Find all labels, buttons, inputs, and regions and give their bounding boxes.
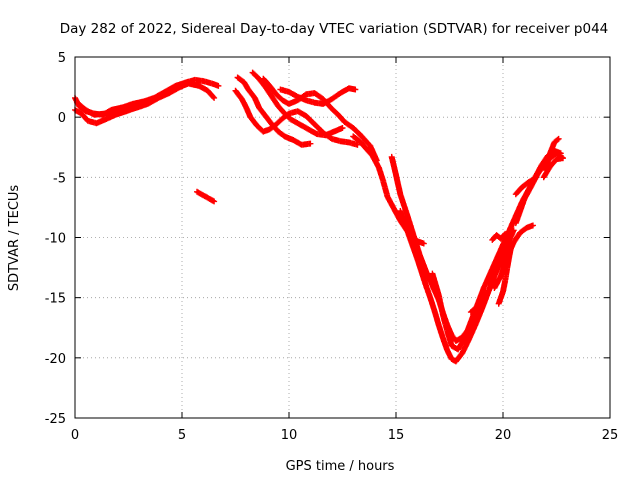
series-arc-18: [512, 175, 539, 198]
data-markers: [194, 188, 218, 205]
y-tick-label: -20: [45, 352, 66, 367]
series-arc-3: [74, 99, 130, 118]
x-tick-label: 20: [495, 428, 512, 443]
series-arc-12: [397, 208, 517, 365]
y-tick-label: 0: [58, 111, 66, 126]
chart-title: Day 282 of 2022, Sidereal Day-to-day VTE…: [60, 21, 609, 37]
x-tick-label: 5: [178, 428, 186, 443]
data-markers: [540, 155, 566, 181]
series-arc-20: [540, 155, 566, 181]
axis-ticks: 0 5 10 15 20 25 5 0 -5 -10 -15 -20 -25: [45, 51, 619, 443]
data-markers: [512, 175, 539, 198]
x-tick-label: 15: [388, 428, 405, 443]
y-tick-label: 5: [58, 51, 66, 66]
series-arc-5: [234, 74, 314, 148]
y-tick-label: -5: [53, 171, 66, 186]
series-arc-4: [194, 188, 218, 205]
series-arc-9: [277, 85, 359, 107]
data-markers: [489, 230, 509, 243]
x-tick-label: 10: [281, 428, 298, 443]
series-arc-15: [489, 230, 509, 243]
data-markers: [467, 304, 485, 316]
data-markers: [234, 74, 314, 148]
series-arc-7: [249, 69, 346, 139]
data-markers: [397, 208, 517, 365]
x-tick-label: 0: [71, 428, 79, 443]
x-axis-label: GPS time / hours: [286, 459, 395, 474]
data-markers: [277, 85, 359, 107]
x-tick-label: 25: [602, 428, 619, 443]
series-arc-21: [495, 241, 515, 307]
data-layer: [72, 69, 566, 365]
y-tick-label: -25: [45, 412, 66, 427]
data-markers: [249, 69, 346, 139]
series-arc-14: [467, 304, 485, 316]
y-tick-label: -15: [45, 292, 66, 307]
y-axis-label: SDTVAR / TECUs: [7, 185, 22, 292]
data-markers: [495, 241, 515, 307]
data-markers: [74, 99, 130, 118]
y-tick-label: -10: [45, 232, 66, 247]
